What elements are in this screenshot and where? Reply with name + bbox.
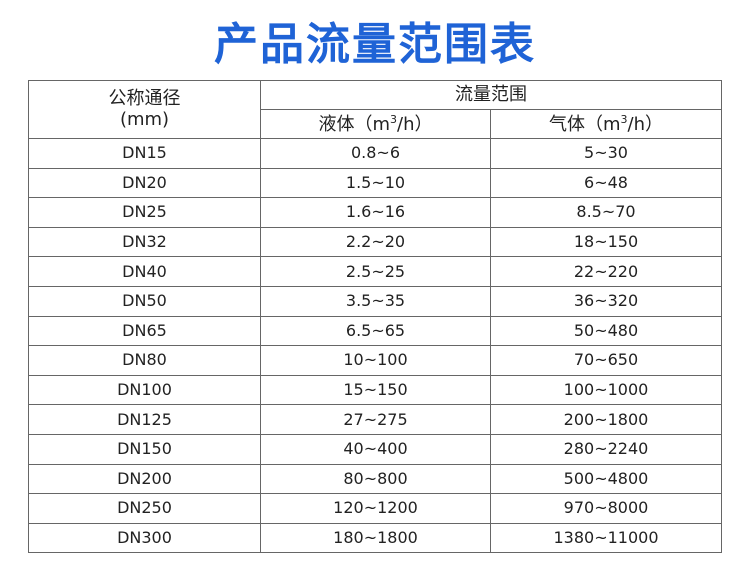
table-cell: DN20 bbox=[28, 167, 261, 199]
table-cell: DN80 bbox=[28, 345, 261, 376]
superscript: 3 bbox=[620, 113, 628, 126]
table-cell: 1.5~10 bbox=[260, 167, 491, 199]
table-cell: 120~1200 bbox=[260, 493, 491, 524]
table-cell: 6~48 bbox=[490, 167, 722, 199]
table-cell: 40~400 bbox=[260, 433, 491, 465]
table-cell: 970~8000 bbox=[490, 493, 722, 524]
table-row: DN300 180~1800 1380~11000 bbox=[28, 522, 722, 554]
table-row: DN125 27~275 200~1800 bbox=[28, 404, 722, 435]
table-row: DN50 3.5~35 36~320 bbox=[28, 285, 722, 317]
table-row: DN40 2.5~25 22~220 bbox=[28, 256, 722, 287]
table-cell: 8.5~70 bbox=[490, 197, 722, 228]
table-cell: DN40 bbox=[28, 256, 261, 287]
table-row: DN150 40~400 280~2240 bbox=[28, 433, 722, 465]
flow-header: 流量范围 bbox=[260, 80, 722, 110]
table-cell: 280~2240 bbox=[490, 433, 722, 465]
gas-header: 气体（m3/h） bbox=[490, 109, 722, 139]
table-cell: DN125 bbox=[28, 404, 261, 435]
table-cell: 2.5~25 bbox=[260, 256, 491, 287]
table-row: DN80 10~100 70~650 bbox=[28, 345, 722, 376]
table-cell: DN32 bbox=[28, 226, 261, 258]
table-cell: DN150 bbox=[28, 433, 261, 465]
table-cell: 3.5~35 bbox=[260, 285, 491, 317]
title: 产品流量范围表 bbox=[214, 19, 536, 70]
size-header: 公称通径 (mm) bbox=[28, 80, 261, 139]
table-row: DN100 15~150 100~1000 bbox=[28, 374, 722, 406]
table-row: DN65 6.5~65 50~480 bbox=[28, 315, 722, 347]
table-row: DN20 1.5~10 6~48 bbox=[28, 167, 722, 199]
table-cell: 18~150 bbox=[490, 226, 722, 258]
liquid-header: 液体（m3/h） bbox=[260, 109, 491, 139]
table-cell: DN65 bbox=[28, 315, 261, 347]
table-cell: DN50 bbox=[28, 285, 261, 317]
size-header-line: (mm) bbox=[119, 108, 170, 130]
text: /h） bbox=[397, 114, 433, 135]
table-cell: 80~800 bbox=[260, 463, 491, 495]
table-cell: 2.2~20 bbox=[260, 226, 491, 258]
flow-table: 公称通径 (mm) 流量范围 液体（m3/h） 气体（m3/h） DN15 0.8… bbox=[28, 80, 722, 554]
table-cell: 5~30 bbox=[490, 138, 722, 169]
table-cell: 70~650 bbox=[490, 345, 722, 376]
size-header-line: 公称通径 bbox=[108, 87, 181, 109]
table-cell: 500~4800 bbox=[490, 463, 722, 495]
table-cell: DN100 bbox=[28, 374, 261, 406]
table-cell: 200~1800 bbox=[490, 404, 722, 435]
table-cell: 50~480 bbox=[490, 315, 722, 347]
table-cell: 15~150 bbox=[260, 374, 491, 406]
table-cell: DN25 bbox=[28, 197, 261, 228]
table-cell: DN250 bbox=[28, 493, 261, 524]
table-cell: 27~275 bbox=[260, 404, 491, 435]
table-row: DN32 2.2~20 18~150 bbox=[28, 226, 722, 258]
table-row: DN200 80~800 500~4800 bbox=[28, 463, 722, 495]
table-cell: 0.8~6 bbox=[260, 138, 491, 169]
text: 液体（m bbox=[318, 114, 391, 135]
text: /h） bbox=[627, 114, 664, 135]
table-row: DN15 0.8~6 5~30 bbox=[28, 138, 722, 169]
table-row: DN250 120~1200 970~8000 bbox=[28, 493, 722, 524]
table-cell: DN300 bbox=[28, 522, 261, 554]
table-row: DN25 1.6~16 8.5~70 bbox=[28, 197, 722, 228]
table-cell: 22~220 bbox=[490, 256, 722, 287]
table-cell: 36~320 bbox=[490, 285, 722, 317]
superscript: 3 bbox=[390, 113, 398, 126]
table-cell: 1380~11000 bbox=[490, 522, 722, 554]
table-cell: 100~1000 bbox=[490, 374, 722, 406]
table-cell: 6.5~65 bbox=[260, 315, 491, 347]
table-cell: 10~100 bbox=[260, 345, 491, 376]
table-cell: 1.6~16 bbox=[260, 197, 491, 228]
table-cell: DN200 bbox=[28, 463, 261, 495]
text: 气体（m bbox=[548, 114, 621, 135]
table-cell: DN15 bbox=[28, 138, 261, 169]
table-cell: 180~1800 bbox=[260, 522, 491, 554]
